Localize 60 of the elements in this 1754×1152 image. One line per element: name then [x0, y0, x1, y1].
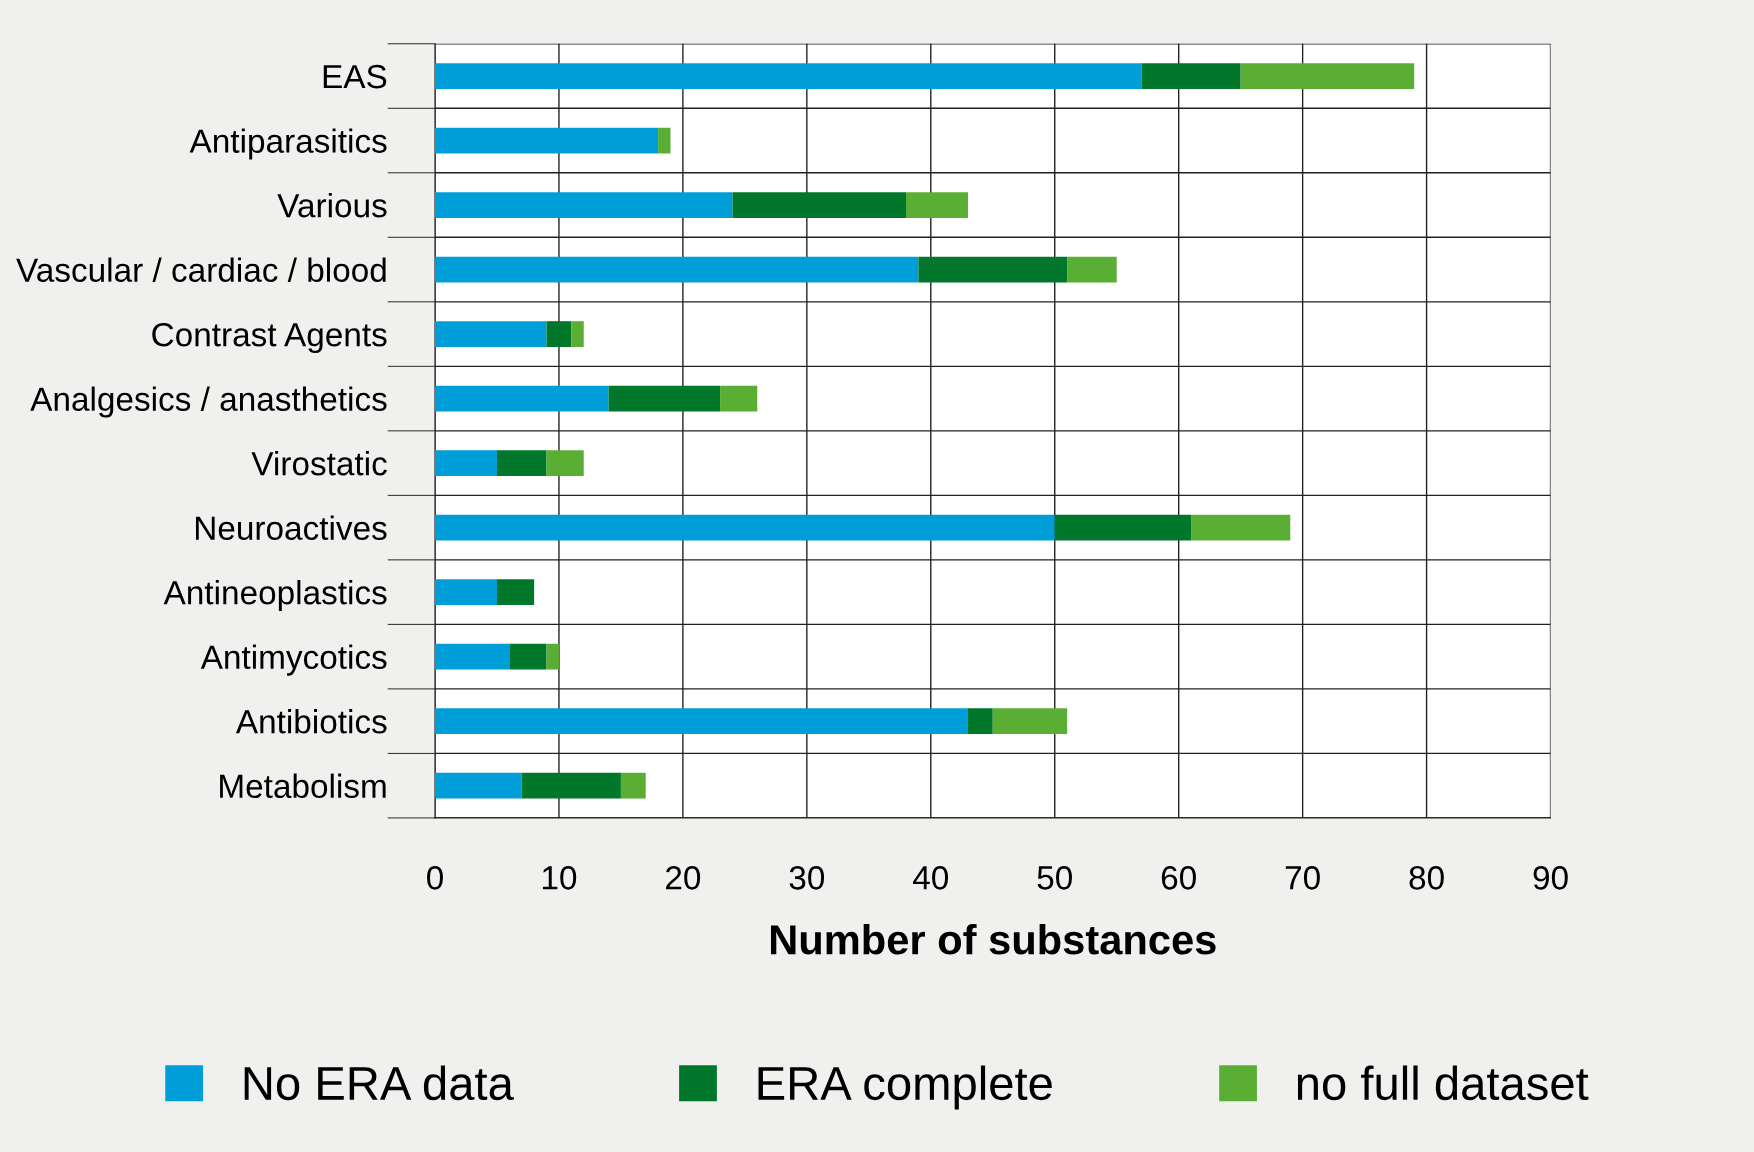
bar — [434, 321, 547, 347]
bar — [546, 643, 559, 670]
bar — [434, 192, 733, 218]
bar — [571, 321, 584, 347]
bar — [992, 708, 1068, 735]
legend-label: ERA complete — [758, 1065, 1052, 1110]
x-tick-label: 90 — [1533, 866, 1568, 890]
bar — [434, 63, 1142, 89]
bar — [521, 772, 621, 799]
bar — [620, 772, 646, 799]
y-tick-label: Virostatic — [251, 451, 387, 476]
bar — [608, 385, 721, 412]
bar — [546, 321, 572, 347]
y-tick-label: EAS — [323, 64, 387, 89]
bar — [434, 450, 497, 477]
bar — [434, 772, 522, 799]
bar — [967, 708, 993, 735]
bar — [1240, 63, 1415, 89]
y-tick-label: Contrast Agents — [152, 322, 387, 354]
bar — [1141, 63, 1241, 89]
bar — [906, 192, 968, 218]
bar — [434, 256, 919, 283]
x-tick-label: 10 — [542, 866, 577, 890]
bar — [434, 708, 968, 735]
bar — [434, 385, 609, 412]
y-tick-label: Antimycotics — [200, 644, 387, 676]
legend-label: no full dataset — [1297, 1065, 1589, 1101]
bar — [720, 385, 758, 412]
y-tick-label: Analgesics / anasthetics — [30, 386, 387, 418]
x-axis-title: Number of substances — [770, 923, 1216, 955]
y-tick-label: Various — [277, 192, 387, 218]
legend-label: No ERA data — [244, 1065, 514, 1101]
y-tick-label: Metabolism — [220, 773, 386, 799]
bar — [1191, 514, 1291, 541]
bar — [509, 643, 547, 670]
x-tick-label: 0 — [427, 866, 443, 890]
bar — [434, 579, 497, 606]
bar — [546, 450, 584, 477]
bar — [496, 579, 535, 606]
y-tick-label: Neuroactives — [195, 515, 387, 541]
bar — [658, 127, 671, 154]
y-tick-label: Antineoplastics — [163, 580, 387, 612]
bar — [1054, 514, 1192, 541]
x-tick-label: 50 — [1037, 866, 1072, 890]
x-tick-label: 60 — [1161, 866, 1196, 890]
y-tick-label: Vascular / cardiac / blood — [16, 257, 386, 282]
bar — [732, 192, 906, 218]
bar — [1067, 256, 1117, 283]
bar — [434, 643, 510, 670]
x-tick-label: 40 — [913, 866, 949, 890]
bar — [434, 127, 659, 154]
x-tick-label: 80 — [1409, 866, 1444, 890]
y-tick-label: Antiparasitics — [189, 128, 387, 160]
x-tick-label: 70 — [1285, 866, 1320, 890]
bar — [496, 450, 547, 477]
bar — [918, 256, 1068, 283]
x-tick-label: 20 — [666, 866, 701, 890]
y-tick-label: Antibiotics — [235, 709, 387, 734]
bar — [434, 514, 1055, 541]
x-tick-label: 30 — [789, 866, 825, 890]
